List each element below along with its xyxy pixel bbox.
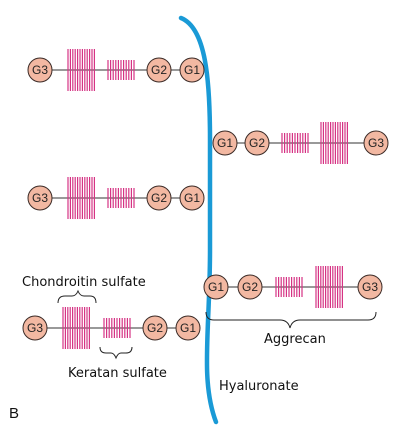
svg-text:G1: G1 <box>184 191 200 205</box>
aggrecan-brace <box>205 311 377 329</box>
g3-node: G3 <box>363 130 389 156</box>
panel-label: B <box>9 405 19 422</box>
hyaluronate-label: Hyaluronate <box>219 379 299 394</box>
chondroitin-brace <box>57 289 97 304</box>
aggrecan-left-1: G3 G2 G1 <box>27 49 205 91</box>
aggrecan-left-2: G3 G2 G1 <box>27 177 205 219</box>
svg-text:G3: G3 <box>32 63 48 77</box>
keratan-bars <box>107 188 135 208</box>
svg-text:G2: G2 <box>249 136 265 150</box>
svg-text:G3: G3 <box>27 321 43 335</box>
chondroitin-label: Chondroitin sulfate <box>22 275 146 290</box>
svg-text:G3: G3 <box>368 136 384 150</box>
g3-node: G3 <box>27 185 53 211</box>
keratan-bars <box>281 133 309 153</box>
g2-node: G2 <box>142 315 168 341</box>
svg-text:G2: G2 <box>242 280 258 294</box>
aggrecan-right-1: G1 G2 G3 <box>212 122 389 164</box>
aggrecan-left-3: G3 G2 G1 <box>22 307 201 349</box>
g1-node: G1 <box>175 315 201 341</box>
g3-node: G3 <box>27 57 53 83</box>
g1-node: G1 <box>179 57 205 83</box>
svg-text:G2: G2 <box>147 321 163 335</box>
svg-text:G3: G3 <box>362 280 378 294</box>
g1-node: G1 <box>212 130 238 156</box>
g1-node: G1 <box>179 185 205 211</box>
aggrecan-label: Aggrecan <box>264 332 326 347</box>
g2-node: G2 <box>237 274 263 300</box>
hyaluronate-backbone <box>178 15 219 425</box>
svg-text:G1: G1 <box>208 280 224 294</box>
keratan-bars <box>275 277 303 297</box>
svg-text:G1: G1 <box>184 63 200 77</box>
g2-node: G2 <box>146 57 172 83</box>
aggrecan-right-2: G1 G2 G3 <box>203 266 383 308</box>
keratan-bars <box>107 60 135 80</box>
svg-text:G3: G3 <box>32 191 48 205</box>
svg-text:G2: G2 <box>151 191 167 205</box>
chondroitin-bars <box>62 307 91 349</box>
chondroitin-bars <box>320 122 348 164</box>
g2-node: G2 <box>244 130 270 156</box>
keratan-bars <box>103 318 131 338</box>
svg-text:G1: G1 <box>180 321 196 335</box>
g2-node: G2 <box>146 185 172 211</box>
chondroitin-bars <box>315 266 343 308</box>
svg-text:G1: G1 <box>217 136 233 150</box>
chondroitin-bars <box>67 177 96 219</box>
keratan-brace <box>99 346 133 360</box>
g1-node: G1 <box>203 274 229 300</box>
svg-text:G2: G2 <box>151 63 167 77</box>
keratan-label: Keratan sulfate <box>68 366 167 381</box>
chondroitin-bars <box>67 49 96 91</box>
g3-node: G3 <box>357 274 383 300</box>
g3-node: G3 <box>22 315 48 341</box>
